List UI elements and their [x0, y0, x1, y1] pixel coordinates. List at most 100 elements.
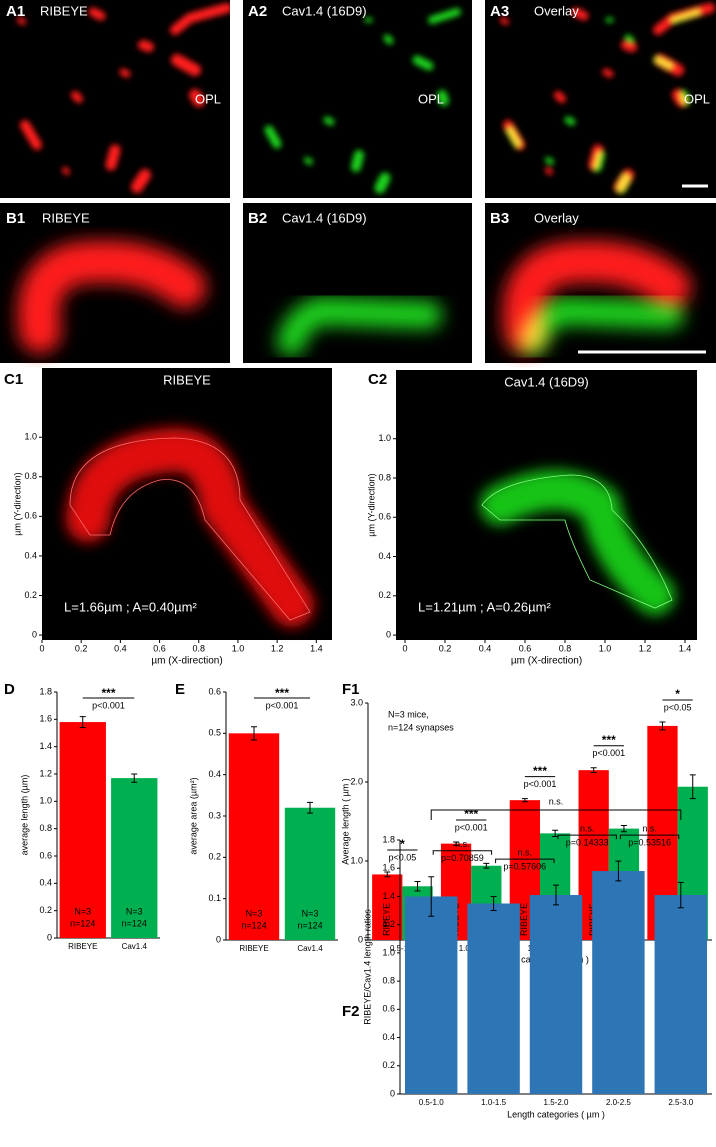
bar	[228, 733, 280, 940]
x-tick-label: 2.5-3.0	[668, 1098, 693, 1107]
y-tick-label: 0.3	[208, 810, 221, 820]
sample-label: n=124	[122, 918, 147, 928]
y-tick-label: 1.2	[39, 768, 52, 778]
y-tick-label: 0.1	[208, 893, 221, 903]
error-bar	[414, 881, 421, 892]
y-tick-label: 0.2	[378, 590, 391, 600]
y-axis-label: average length (µm)	[19, 775, 29, 856]
bar	[592, 871, 645, 1094]
p-value: p=0.57606	[503, 862, 546, 872]
panel-title: Overlay	[534, 210, 579, 225]
bracket	[430, 809, 682, 820]
outline	[481, 474, 673, 609]
panel-label: B1	[6, 210, 25, 227]
x-tick-label: RIBEYE	[239, 944, 268, 953]
p-value: p=0.14333	[566, 838, 609, 848]
error-bar	[384, 871, 391, 878]
x-axis-label: Length categories ( µm )	[507, 1109, 605, 1119]
x-tick-label: 0.2	[75, 643, 88, 653]
bar	[372, 874, 403, 940]
p-value: p<0.001	[266, 700, 299, 710]
comparison-label: n.s.	[580, 824, 595, 834]
error-bar	[79, 716, 86, 729]
y-tick-label: 0.4	[24, 550, 37, 560]
x-tick-label: Cav1.4	[297, 944, 323, 953]
error-bar	[453, 841, 460, 846]
error-bar	[490, 895, 497, 912]
x-tick-label: 0.2	[439, 643, 452, 653]
significance: ***	[464, 807, 478, 821]
y-tick-label: 0.2	[24, 590, 37, 600]
x-tick-label: Cav1.4	[122, 942, 148, 951]
green-channel	[480, 470, 675, 615]
y-axis-label: average area (µm²)	[188, 777, 198, 854]
gap	[230, 0, 243, 198]
x-tick-label: 1.2	[271, 643, 284, 653]
error-bar	[251, 726, 257, 741]
error-bar	[615, 860, 622, 882]
plot-title: RIBEYE	[163, 372, 211, 387]
y-tick-label: 0.2	[208, 852, 221, 862]
red-ribbon	[66, 427, 314, 627]
annotation: OPL	[418, 91, 444, 106]
bar	[111, 778, 158, 938]
p-value: p<0.001	[92, 700, 125, 710]
significance: *	[675, 687, 680, 701]
y-tick-label: 1.0	[382, 947, 395, 957]
bar-label: RIBEYE	[382, 903, 392, 936]
y-tick-label: 0	[390, 1088, 395, 1098]
bracket	[495, 858, 555, 864]
bar-label: RIBEYE	[519, 903, 529, 936]
y-tick-label: 1.4	[382, 891, 395, 901]
y-tick-label: 0.5	[208, 728, 221, 738]
x-tick-label: 1.4	[679, 643, 692, 653]
panel-label: B3	[490, 210, 509, 227]
overall-label: n.s.	[549, 796, 564, 806]
p-value: p<0.05	[389, 852, 417, 862]
x-tick-label: 1.0	[599, 643, 612, 653]
x-tick-label: 0.6	[153, 643, 166, 653]
y-tick-label: 1.8	[39, 686, 52, 696]
x-tick-label: 0.5-1.0	[419, 1098, 444, 1107]
y-tick-label: 0	[32, 629, 37, 639]
plot-title: Cav1.4 (16D9)	[504, 374, 589, 389]
y-tick-label: 1.8	[382, 834, 395, 844]
panel-label: C1	[4, 371, 23, 388]
error-bar	[521, 798, 528, 803]
significance: *	[400, 837, 405, 851]
x-tick-label: 1.0-1.5	[481, 1098, 506, 1107]
p-value: p=0.70859	[441, 853, 484, 863]
error-bar	[307, 801, 313, 814]
gap	[230, 203, 243, 363]
error-bar	[620, 824, 627, 833]
error-bar	[677, 881, 684, 909]
x-tick-label: 2.0-2.5	[606, 1098, 631, 1107]
bracket	[432, 850, 493, 855]
panel-label: D	[4, 681, 15, 698]
sample-label: N=3	[302, 908, 319, 918]
panel-title: Overlay	[534, 3, 579, 18]
significance: ***	[602, 733, 616, 747]
y-tick-label: 0	[216, 934, 221, 944]
y-tick-label: 1.0	[378, 433, 391, 443]
x-tick-label: RIBEYE	[68, 942, 97, 951]
y-axis-label: µm (Y-direction)	[12, 472, 22, 535]
bar	[654, 895, 708, 1094]
error-bar	[131, 773, 138, 783]
panel-title: Cav1.4 (16D9)	[282, 210, 367, 225]
comparison-label: n.s.	[455, 839, 470, 849]
y-tick-label: 1.4	[39, 741, 52, 751]
y-tick-label: 1.0	[350, 855, 363, 865]
y-tick-label: 0.4	[39, 878, 52, 888]
x-tick-label: 0.4	[114, 643, 127, 653]
bracket	[619, 834, 680, 840]
y-tick-label: 0.4	[382, 1032, 395, 1042]
y-tick-label: 3.0	[350, 697, 363, 707]
bar	[467, 903, 520, 1094]
y-tick-label: 0.4	[378, 551, 391, 561]
y-tick-label: 1.6	[382, 863, 395, 873]
comparison-label: n.s.	[518, 848, 533, 858]
y-tick-label: 0.2	[39, 905, 52, 915]
error-bar	[659, 721, 666, 731]
